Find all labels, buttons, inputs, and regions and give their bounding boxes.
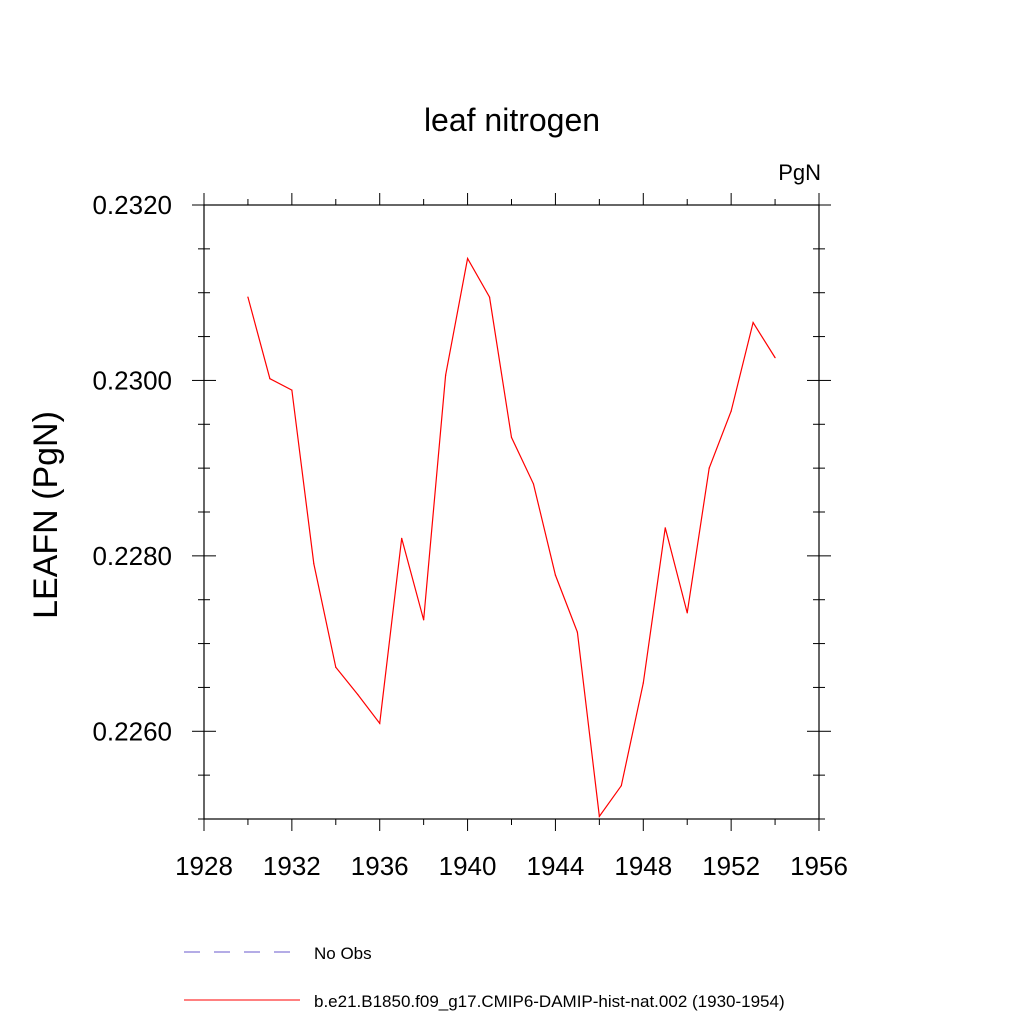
data-point xyxy=(379,722,381,724)
data-point xyxy=(445,374,447,376)
data-point xyxy=(686,612,688,614)
y-tick-label: 0.2300 xyxy=(92,365,172,395)
data-point xyxy=(335,666,337,668)
x-tick-label: 1940 xyxy=(439,851,497,881)
data-point xyxy=(576,631,578,633)
x-tick-label: 1956 xyxy=(790,851,848,881)
data-point xyxy=(642,682,644,684)
chart-title: leaf nitrogen xyxy=(424,102,600,138)
data-point xyxy=(401,537,403,539)
legend-label-model-run: b.e21.B1850.f09_g17.CMIP6-DAMIP-hist-nat… xyxy=(314,992,785,1011)
y-tick-label: 0.2280 xyxy=(92,541,172,571)
x-tick-label: 1948 xyxy=(614,851,672,881)
x-tick-label: 1932 xyxy=(263,851,321,881)
data-point xyxy=(598,815,600,817)
data-point xyxy=(554,574,557,576)
data-point xyxy=(730,410,732,412)
data-point xyxy=(532,483,535,485)
data-point xyxy=(466,257,469,260)
legend: No Obs b.e21.B1850.f09_g17.CMIP6-DAMIP-h… xyxy=(184,944,785,1011)
y-tick-labels: 0.2260 0.2280 0.2300 0.2320 xyxy=(92,190,172,746)
series-layer xyxy=(247,256,776,818)
data-point xyxy=(664,527,666,529)
legend-label-no-obs: No Obs xyxy=(314,944,372,963)
data-point xyxy=(313,563,315,565)
y-tick-label: 0.2260 xyxy=(92,716,172,746)
data-point xyxy=(423,619,425,621)
data-point xyxy=(291,389,293,391)
x-tick-label: 1944 xyxy=(527,851,585,881)
data-point xyxy=(488,296,491,298)
data-point xyxy=(708,467,710,469)
data-point xyxy=(752,321,754,324)
units-label: PgN xyxy=(778,160,821,185)
axis-ticks xyxy=(192,193,831,831)
data-point xyxy=(774,357,776,359)
series-line-0 xyxy=(247,256,776,818)
y-axis-label: LEAFN (PgN) xyxy=(27,411,65,619)
x-tick-labels: 1928 1932 1936 1940 1944 1948 1952 1956 xyxy=(175,851,848,881)
data-point xyxy=(510,436,513,439)
plot-area-frame xyxy=(203,204,820,820)
data-point xyxy=(269,378,271,380)
data-point xyxy=(357,693,359,696)
x-tick-label: 1936 xyxy=(351,851,409,881)
x-tick-label: 1952 xyxy=(702,851,760,881)
x-tick-label: 1928 xyxy=(175,851,233,881)
data-point xyxy=(620,785,622,787)
y-tick-label: 0.2320 xyxy=(92,190,172,220)
data-point xyxy=(247,296,249,298)
